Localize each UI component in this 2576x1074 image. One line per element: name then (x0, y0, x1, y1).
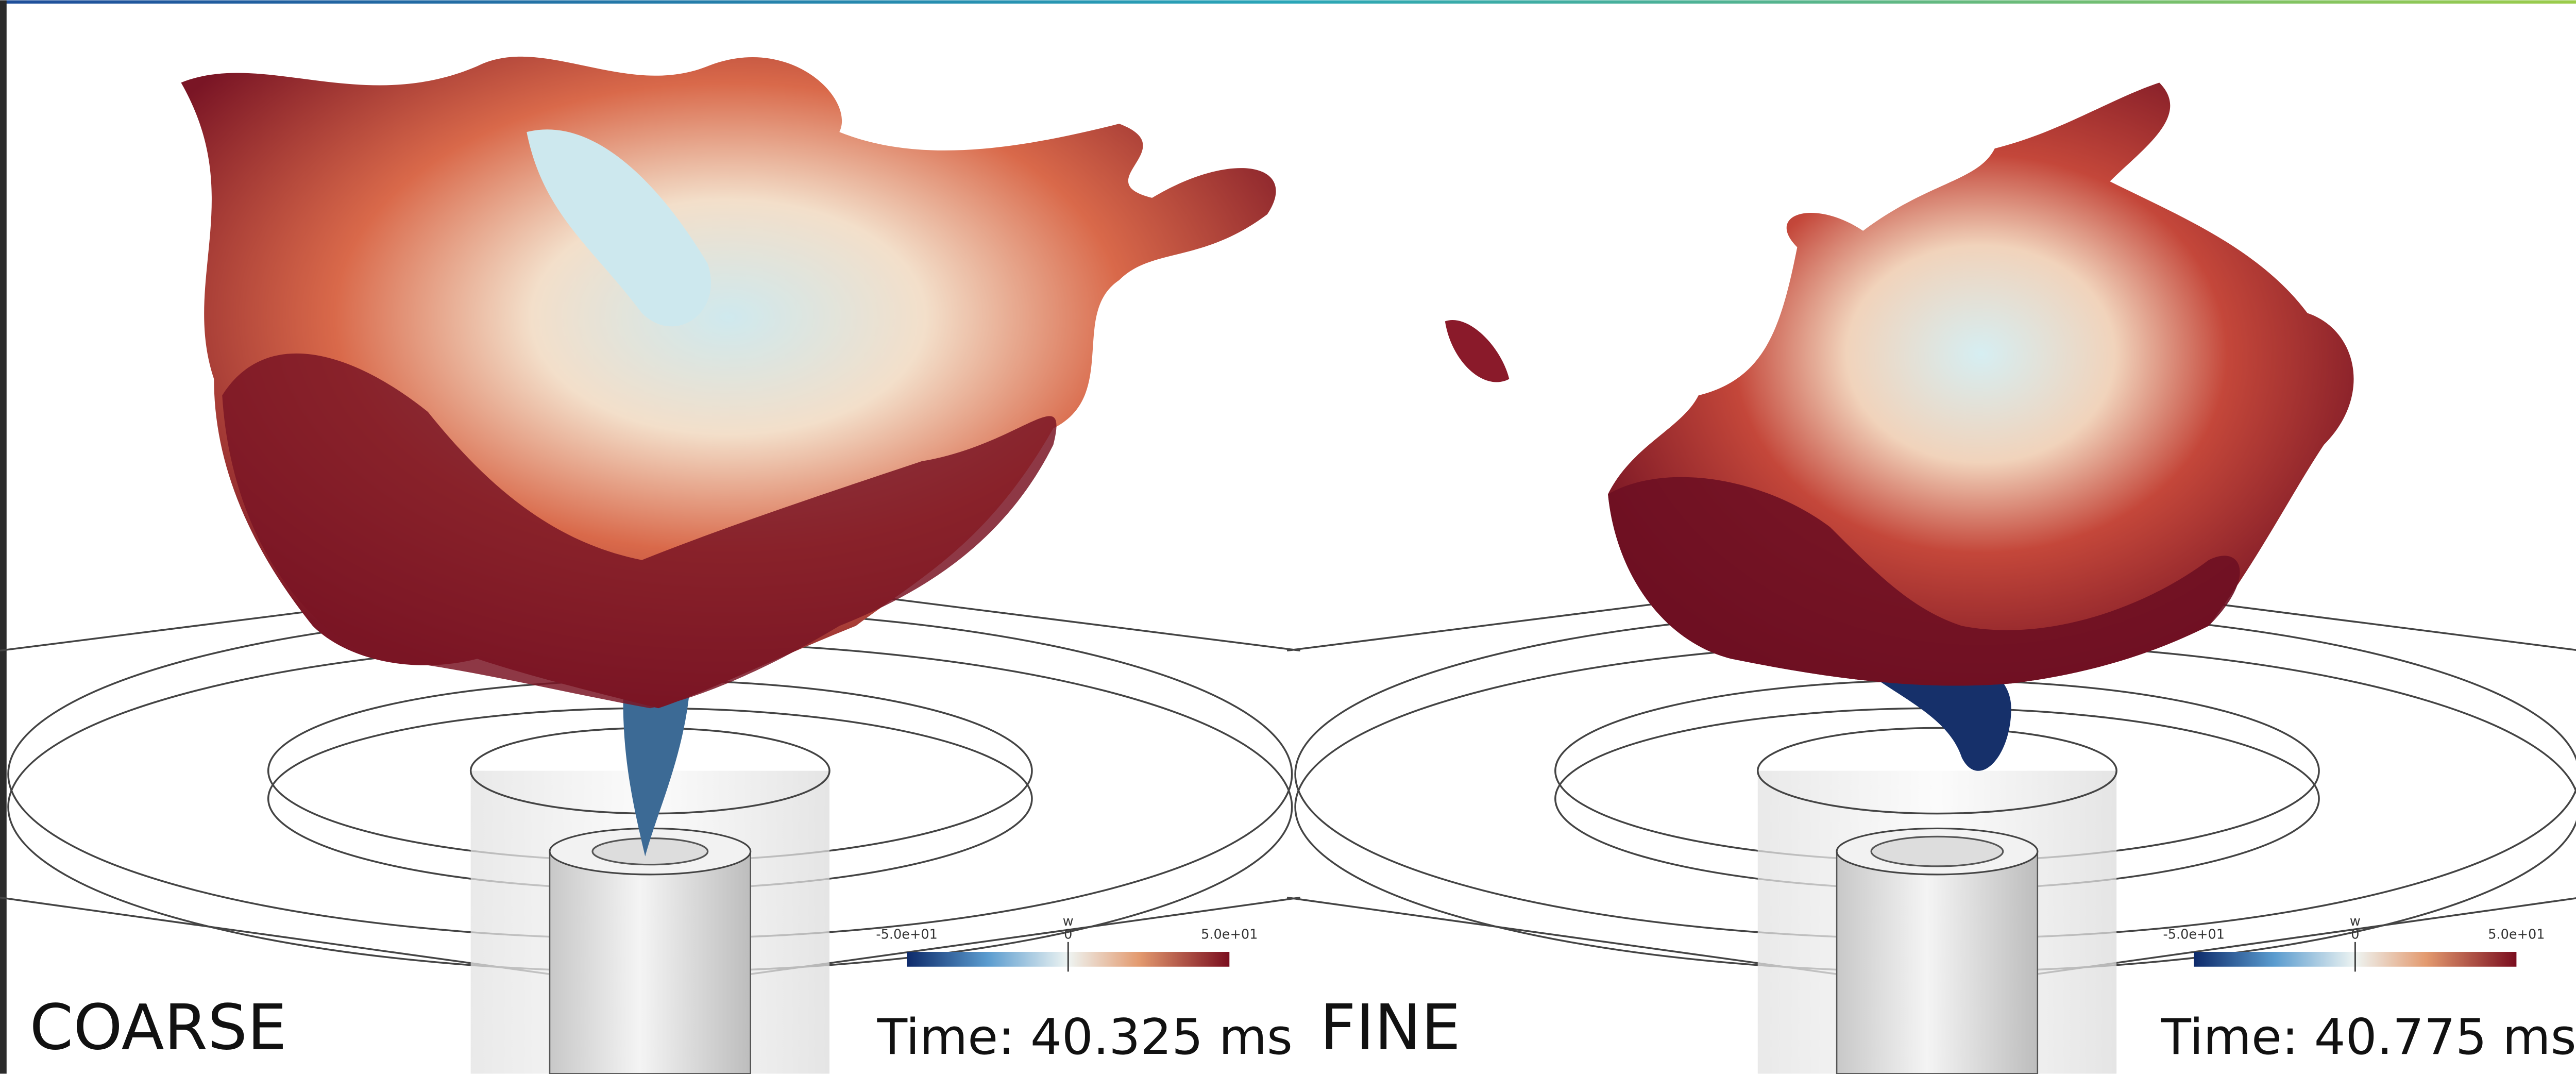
panel-label: FINE (1320, 991, 1461, 1064)
inner-pipe (550, 851, 751, 1073)
panel-label: COARSE (30, 991, 287, 1064)
inner-pipe (1837, 851, 2038, 1073)
time-label: Time: 40.775 ms (2160, 1008, 2576, 1066)
screenshot: -5.0e+01 w 0 5.0e+01 COARSE Time: 40.325… (0, 0, 2576, 1074)
colorbar-min: -5.0e+01 (2163, 927, 2225, 942)
pipe-hole (592, 838, 708, 865)
left-edge (0, 1, 7, 1074)
colorbar-max: 5.0e+01 (1201, 927, 1258, 942)
colorbar-mid: 0 (1064, 927, 1072, 942)
colorbar-max: 5.0e+01 (2488, 927, 2545, 942)
colorbar-min: -5.0e+01 (876, 927, 937, 942)
time-label: Time: 40.325 ms (877, 1008, 1293, 1066)
pipe-hole (1871, 836, 2003, 866)
colorbar-mid: 0 (2351, 927, 2359, 942)
top-bar (0, 1, 2576, 4)
